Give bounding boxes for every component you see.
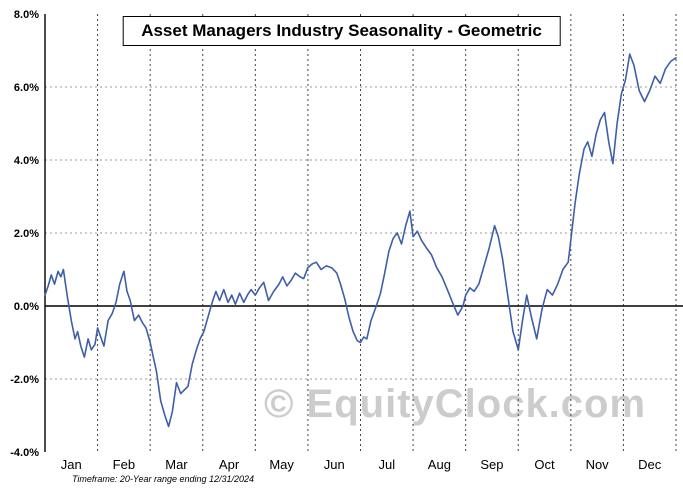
chart-title: Asset Managers Industry Seasonality - Ge… (122, 16, 561, 46)
seasonality-line (44, 53, 677, 428)
x-tick-label: Jan (61, 457, 82, 472)
x-tick-label: Mar (165, 457, 188, 472)
x-tick-label: Nov (586, 457, 610, 472)
x-tick-label: May (269, 457, 294, 472)
y-tick-label: 8.0% (14, 9, 39, 21)
y-tick-label: 0.0% (14, 301, 39, 313)
x-tick-label: Jul (378, 457, 395, 472)
x-tick-label: Oct (534, 457, 555, 472)
y-tick-label: 2.0% (14, 228, 39, 240)
equityclock-watermark: © EquityClock.com (263, 382, 647, 426)
x-tick-label: Aug (428, 457, 451, 472)
y-tick-label: 4.0% (14, 155, 39, 167)
chart-footnote: Timeframe: 20-Year range ending 12/31/20… (72, 474, 255, 484)
y-tick-label: 6.0% (14, 82, 39, 94)
x-tick-label: Apr (219, 457, 240, 472)
x-tick-label: Sep (480, 457, 503, 472)
y-tick-label: -2.0% (10, 374, 39, 386)
x-tick-label: Jun (324, 457, 345, 472)
y-tick-label: -4.0% (10, 447, 39, 459)
x-tick-label: Feb (113, 457, 135, 472)
x-tick-label: Dec (638, 457, 662, 472)
